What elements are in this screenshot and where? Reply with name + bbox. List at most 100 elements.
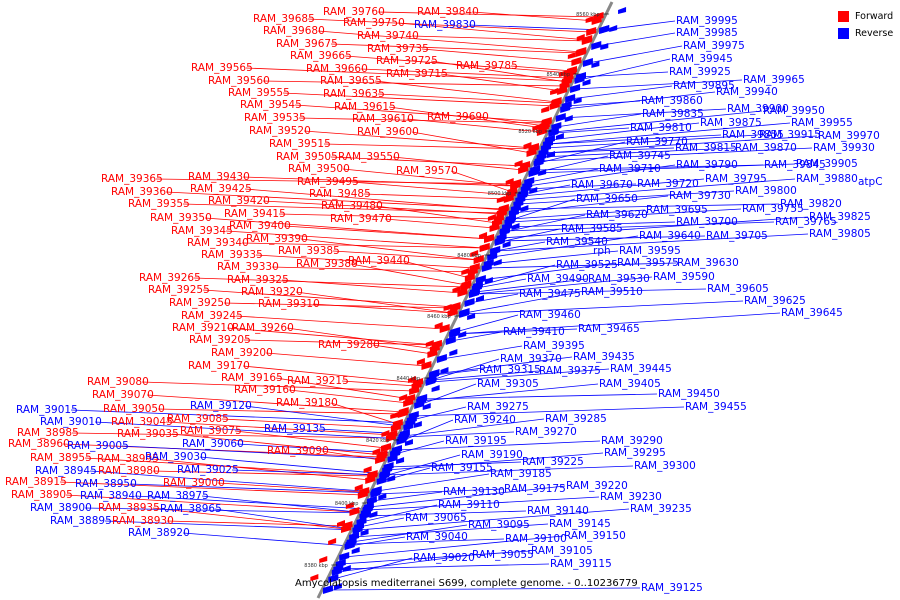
reverse-gene-label: RAM_39695: [646, 204, 708, 216]
reverse-gene-label: RAM_39040: [406, 531, 468, 543]
leader-line: [141, 381, 415, 392]
kbp-tick-label: 8520 kbp: [518, 129, 542, 135]
forward-gene-label: RAM_39665: [290, 50, 352, 62]
leader-line: [341, 380, 417, 387]
leader-line: [547, 122, 791, 145]
reverse-gene-label: RAM_39190: [461, 449, 523, 461]
leader-line: [464, 291, 581, 314]
gene-arrow: [502, 241, 511, 248]
leader-line: [422, 393, 658, 400]
leader-line: [129, 483, 376, 494]
reverse-gene-label: RAM_38940: [80, 490, 142, 502]
gene-arrow: [467, 267, 478, 276]
gene-arrow: [475, 295, 484, 302]
forward-gene-label: RAM_39160: [234, 384, 296, 396]
leader-line: [384, 465, 634, 476]
forward-gene-label: RAM_39610: [352, 113, 414, 125]
reverse-gene-label: RAM_39620: [586, 209, 648, 221]
gene-arrow: [458, 331, 467, 338]
gene-arrow: [414, 400, 425, 409]
forward-gene-label: RAM_39760: [323, 6, 385, 18]
gene-arrow: [413, 421, 422, 428]
forward-gene-label: RAM_39565: [191, 62, 253, 74]
leader-line: [430, 60, 567, 83]
gene-arrow: [539, 121, 550, 130]
gene-arrow: [367, 471, 378, 480]
kbp-tick-label: 8560 kbp: [576, 12, 600, 18]
gene-arrow: [383, 462, 394, 471]
forward-gene-label: RAM_39350: [150, 212, 212, 224]
gene-arrow: [495, 236, 506, 245]
gene-arrow: [591, 16, 602, 25]
reverse-gene-label: RAM_39575: [617, 257, 679, 269]
reverse-gene-label: RAM_39300: [634, 460, 696, 472]
leader-line: [368, 485, 566, 508]
leader-line: [430, 368, 610, 383]
reverse-gene-label: RAM_39945: [671, 53, 733, 65]
forward-gene-label: RAM_39570: [396, 165, 458, 177]
gene-arrow: [399, 394, 408, 401]
gene-arrows: [310, 7, 627, 594]
gene-arrow: [496, 196, 505, 203]
gene-arrow: [576, 34, 585, 41]
gene-arrow: [514, 160, 523, 167]
reverse-gene-label: RAM_39670: [571, 179, 633, 191]
gene-arrow: [493, 214, 504, 223]
leader-line: [553, 127, 630, 134]
leader-line: [350, 263, 467, 286]
forward-gene-label: RAM_38905: [11, 489, 73, 501]
forward-gene-label: RAM_39685: [253, 13, 315, 25]
leader-line: [431, 370, 539, 381]
gene-arrow: [408, 376, 417, 383]
reverse-gene-label: RAM_39895: [673, 80, 735, 92]
leader-line: [403, 418, 545, 437]
legend-reverse: Reverse: [838, 25, 893, 42]
leader-line: [441, 345, 523, 360]
reverse-gene-label: RAM_39185: [490, 468, 552, 480]
reverse-gene-label: RAM_39830: [414, 19, 476, 31]
leader-line: [371, 491, 443, 502]
forward-gene-label: RAM_38995: [97, 453, 159, 465]
gene-arrow: [505, 178, 514, 185]
reverse-gene-label: RAM_39755: [742, 203, 804, 215]
leader-line: [332, 250, 479, 261]
reverse-gene-label: RAM_39195: [445, 435, 507, 447]
leader-line: [357, 508, 630, 531]
forward-gene-label: RAM_39335: [201, 249, 263, 261]
gene-arrow: [345, 502, 354, 509]
kbp-tick-label: 8540 kbp: [546, 72, 570, 78]
gene-arrow: [618, 7, 627, 14]
leader-line: [411, 131, 532, 154]
forward-gene-label: RAM_39380: [296, 258, 358, 270]
leader-line: [242, 176, 516, 187]
leader-line: [282, 92, 555, 107]
leader-line: [225, 230, 485, 249]
forward-gene-label: RAM_39310: [258, 298, 320, 310]
reverse-gene-label: RAM_39845: [764, 159, 826, 171]
gene-arrow: [434, 322, 443, 329]
reverse-gene-label: RAM_39855: [722, 129, 784, 141]
reverse-gene-label: RAM_39155: [431, 462, 493, 474]
reverse-gene-label: RAM_39700: [676, 216, 738, 228]
gene-arrow: [381, 430, 390, 437]
gene-arrow: [422, 403, 431, 410]
reverse-gene-label: RAM_39370: [500, 353, 562, 365]
gene-arrow: [559, 81, 570, 90]
leader-line: [397, 22, 588, 41]
leader-line: [165, 421, 393, 436]
reverse-gene-label: RAM_39940: [716, 86, 778, 98]
kbp-tick-label: 8480 kbp: [457, 253, 481, 259]
forward-swatch: [838, 11, 849, 22]
gene-arrow: [511, 223, 520, 230]
reverse-gene-label: RAM_39475: [519, 288, 581, 300]
gene-arrow: [473, 255, 484, 264]
leader-line: [236, 443, 396, 454]
forward-gene-label: RAM_39555: [228, 87, 290, 99]
leader-line: [294, 104, 547, 123]
leader-line: [242, 365, 419, 384]
forward-gene-label: RAM_39785: [456, 60, 518, 72]
reverse-gene-label: RAM_39530: [588, 273, 650, 285]
forward-gene-label: RAM_39340: [187, 237, 249, 249]
leader-line: [221, 418, 396, 429]
leader-line: [283, 225, 490, 240]
